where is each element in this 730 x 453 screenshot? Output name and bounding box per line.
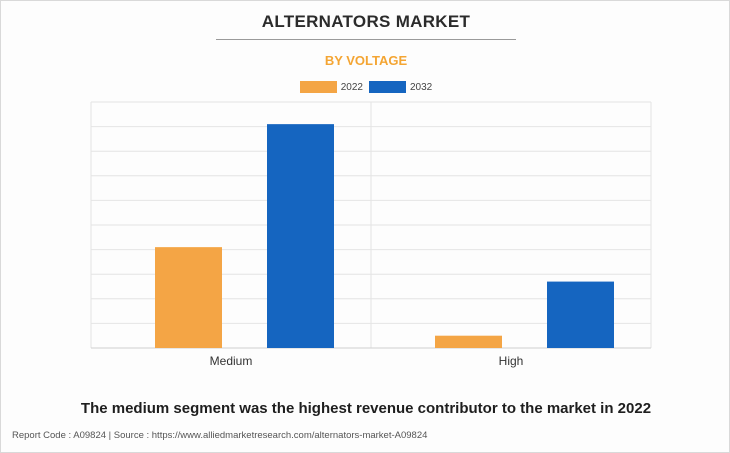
legend-label-2032: 2032 <box>410 81 433 93</box>
chart-subtitle: BY VOLTAGE <box>324 53 408 68</box>
title-divider <box>216 39 516 40</box>
legend-swatch-2032 <box>369 81 406 93</box>
bar-chart: Medium High <box>90 101 652 368</box>
report-footer: Report Code : A09824 | Source : https://… <box>12 430 428 441</box>
legend-item-2032: 2032 <box>369 81 432 93</box>
legend-label-2022: 2022 <box>340 81 363 93</box>
x-tick-label: High <box>499 354 524 368</box>
legend-swatch-2022 <box>299 81 337 93</box>
bar-medium-2032 <box>267 124 334 348</box>
legend: 2022 2032 <box>1 81 730 93</box>
legend-item-2022: 2022 <box>299 81 363 93</box>
bar-high-2022 <box>435 335 502 348</box>
chart-caption: The medium segment was the highest reven… <box>80 400 652 417</box>
chart-title: ALTERNATORS MARKET <box>261 12 471 31</box>
bar-medium-2022 <box>155 247 222 348</box>
bar-high-2032 <box>547 281 614 348</box>
x-tick-label: Medium <box>210 354 253 368</box>
